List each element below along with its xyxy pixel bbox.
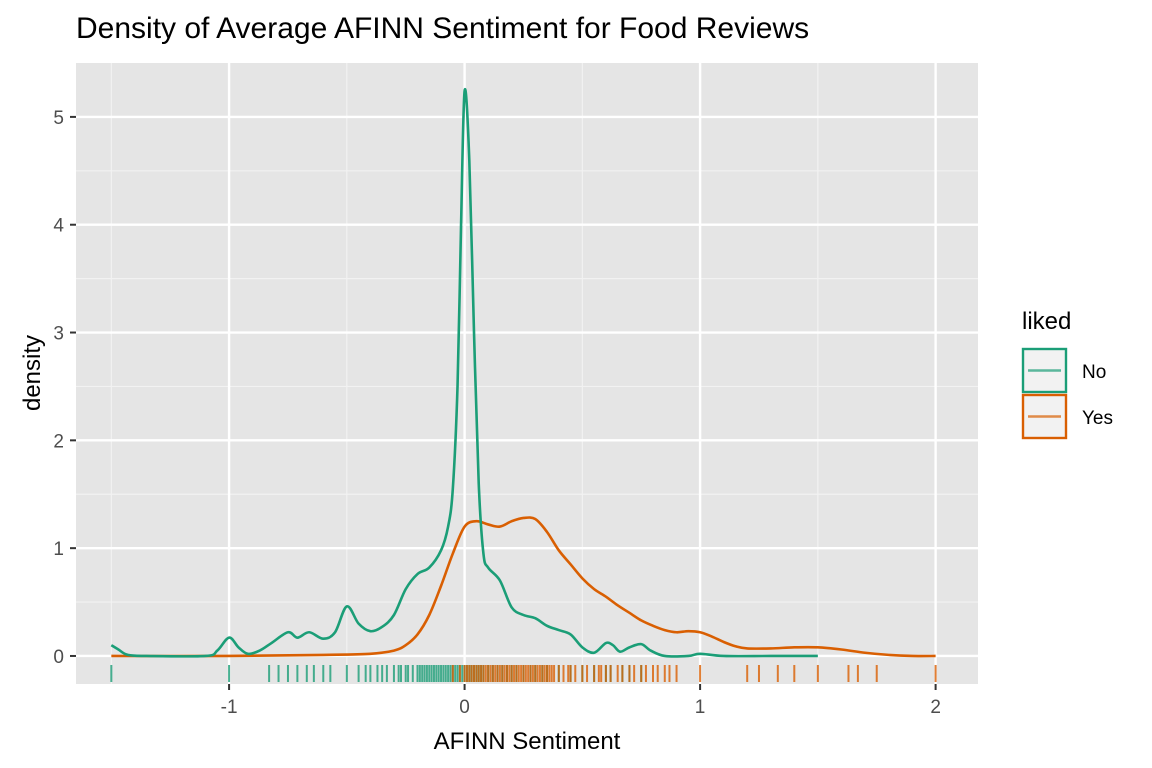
y-tick-label: 3 <box>53 324 64 345</box>
grid-minor <box>76 63 978 684</box>
y-tick-label: 4 <box>53 216 64 237</box>
y-axis: 0 1 2 3 4 5 <box>53 108 76 668</box>
legend-title: liked <box>1022 308 1071 335</box>
density-series-layer <box>110 87 936 658</box>
x-tick-label: -1 <box>221 697 238 718</box>
legend-label-yes: Yes <box>1082 408 1113 429</box>
chart-title: Density of Average AFINN Sentiment for F… <box>76 12 809 45</box>
y-tick-label: 0 <box>53 647 64 668</box>
legend-key-no <box>1021 347 1068 394</box>
legend-key-yes <box>1021 393 1068 440</box>
y-axis-title: density <box>19 335 46 411</box>
x-tick-label: 0 <box>459 697 470 718</box>
x-axis-title: AFINN Sentiment <box>434 728 621 755</box>
x-axis: -1 0 1 2 <box>221 684 941 718</box>
density-line-no <box>110 87 818 658</box>
y-tick-label: 5 <box>53 108 64 129</box>
x-tick-label: 1 <box>695 697 706 718</box>
grid-major <box>76 63 978 684</box>
legend-label-no: No <box>1082 362 1106 383</box>
plot-panel <box>76 63 978 684</box>
x-tick-label: 2 <box>930 697 941 718</box>
y-tick-label: 2 <box>53 431 64 452</box>
y-tick-label: 1 <box>53 539 64 560</box>
legend: liked No Yes <box>1021 308 1113 440</box>
rug-yes <box>451 665 937 682</box>
density-line-yes <box>111 516 936 658</box>
rug-layer <box>110 665 937 682</box>
